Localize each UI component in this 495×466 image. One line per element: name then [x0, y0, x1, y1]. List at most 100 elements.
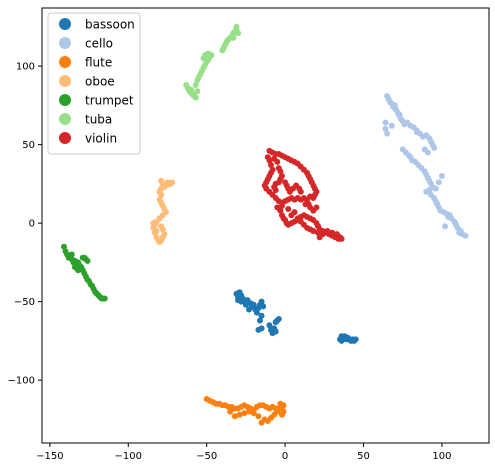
point-trumpet: [68, 251, 75, 258]
point-bassoon: [246, 306, 253, 313]
legend-marker-cello: [59, 37, 71, 49]
x-tick-label: −150: [36, 451, 63, 462]
point-oboe: [169, 179, 176, 186]
point-bassoon: [343, 334, 350, 341]
point-bassoon: [272, 328, 279, 335]
point-oboe: [161, 231, 168, 238]
point-violin: [324, 227, 331, 234]
point-tuba: [188, 86, 194, 93]
point-violin: [305, 201, 312, 208]
x-tick-label: −100: [115, 451, 142, 462]
point-violin: [285, 206, 292, 213]
point-trumpet: [60, 243, 67, 250]
legend-box: [47, 12, 141, 155]
y-tick-label: 50: [22, 140, 35, 151]
point-tuba: [192, 94, 199, 101]
point-cello: [432, 185, 439, 192]
point-cello: [431, 144, 438, 151]
point-trumpet: [75, 267, 82, 274]
point-trumpet: [79, 254, 86, 261]
point-cello: [456, 229, 463, 236]
legend-label-violin: violin: [85, 132, 117, 146]
point-bassoon: [275, 315, 282, 322]
point-bassoon: [242, 301, 249, 308]
legend-label-trumpet: trumpet: [85, 94, 134, 108]
point-bassoon: [238, 298, 245, 305]
point-violin: [272, 187, 279, 194]
legend-label-oboe: oboe: [85, 75, 115, 89]
point-flute: [277, 400, 284, 407]
legend-marker-oboe: [59, 75, 71, 87]
y-tick-label: 100: [16, 62, 35, 73]
axis-ticks: −150 −100 −50 0 50 100 100 50 0 −50 −100: [8, 62, 452, 462]
point-cello: [424, 149, 431, 156]
point-violin: [297, 188, 304, 195]
point-bassoon: [258, 312, 265, 319]
point-bassoon: [352, 336, 359, 343]
point-oboe: [158, 191, 165, 198]
point-oboe: [150, 220, 157, 227]
point-flute: [258, 419, 265, 426]
point-bassoon: [253, 309, 260, 316]
legend-marker-trumpet: [59, 94, 71, 106]
point-oboe: [158, 223, 165, 230]
y-tick-label: 0: [29, 219, 35, 230]
point-bassoon: [258, 325, 265, 332]
point-cello: [391, 102, 398, 109]
point-tuba: [192, 81, 199, 88]
legend-marker-tuba: [59, 113, 71, 125]
point-cello: [438, 173, 445, 180]
point-trumpet: [84, 257, 91, 264]
x-tick-label: 0: [282, 451, 288, 462]
point-flute: [246, 408, 253, 415]
point-cello: [445, 213, 452, 220]
data-points: [60, 23, 469, 426]
point-violin: [333, 231, 340, 238]
point-violin: [274, 204, 281, 211]
point-bassoon: [266, 322, 273, 329]
legend-marker-bassoon: [59, 18, 71, 30]
legend-label-flute: flute: [85, 56, 112, 70]
point-violin: [291, 209, 298, 216]
point-cello: [423, 188, 430, 195]
point-violin: [264, 154, 271, 161]
point-cello: [384, 130, 391, 137]
legend-marker-flute: [59, 56, 71, 68]
point-cello: [435, 179, 442, 186]
point-cello: [413, 129, 420, 136]
point-tuba: [194, 88, 201, 95]
point-flute: [250, 410, 257, 417]
point-cello: [382, 119, 389, 126]
point-violin: [329, 229, 336, 236]
point-tuba: [233, 23, 240, 30]
point-bassoon: [257, 317, 264, 324]
point-flute: [227, 408, 234, 415]
y-tick-label: −100: [8, 376, 35, 387]
point-flute: [278, 411, 285, 418]
x-tick-label: −50: [196, 451, 217, 462]
point-bassoon: [250, 301, 257, 308]
point-cello: [442, 223, 449, 230]
legend: bassoon cello flute oboe trumpet tuba violin: [47, 12, 141, 155]
point-violin: [316, 234, 323, 241]
point-bassoon: [258, 298, 265, 305]
point-violin: [278, 202, 285, 209]
point-tuba: [200, 55, 207, 62]
point-tuba: [230, 34, 237, 41]
point-violin: [274, 158, 281, 165]
point-tuba: [235, 30, 242, 37]
x-tick-label: 100: [432, 451, 451, 462]
point-bassoon: [260, 303, 267, 310]
point-violin: [269, 166, 276, 173]
point-oboe: [153, 227, 160, 234]
point-cello: [382, 125, 389, 132]
point-violin: [267, 162, 274, 169]
y-tick-label: −50: [14, 297, 35, 308]
point-flute: [231, 413, 238, 420]
point-flute: [255, 413, 262, 420]
point-violin: [277, 168, 284, 175]
point-cello: [462, 232, 469, 239]
point-flute: [236, 411, 243, 418]
legend-marker-violin: [59, 132, 71, 144]
